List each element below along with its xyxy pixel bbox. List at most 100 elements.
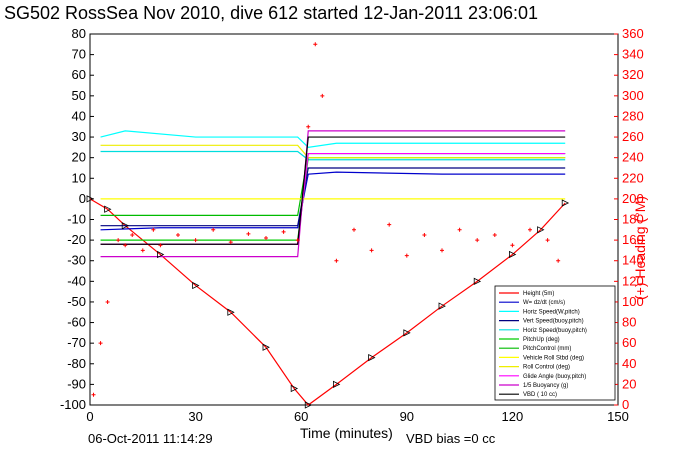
height-marker <box>104 205 112 213</box>
series-line-4 <box>100 150 566 161</box>
heading-point <box>334 258 339 263</box>
x-tick-label: 0 <box>86 409 93 424</box>
y-right-tick-label: 100 <box>622 294 644 309</box>
chart-title: SG502 RossSea Nov 2010, dive 612 started… <box>4 3 539 23</box>
legend-entry: Horiz Speed(W,pitch) <box>523 309 580 315</box>
x-tick-label: 120 <box>502 409 524 424</box>
height-marker <box>121 222 130 230</box>
heading-point <box>422 232 427 237</box>
legend: Height (5m) W= dz/dt (cm/s) Horiz Speed(W,… <box>494 285 616 401</box>
y-tick-label: 30 <box>72 129 86 144</box>
height-marker <box>290 384 299 393</box>
footer-date: 06-Oct-2011 11:14:29 <box>88 431 213 446</box>
heading-point <box>352 227 356 232</box>
height-marker <box>333 380 341 389</box>
y-right-tick-label: 120 <box>622 273 644 288</box>
height-marker <box>262 343 270 351</box>
heading-point <box>556 258 561 263</box>
y-right-tick-label: 180 <box>622 212 644 227</box>
heading-point <box>140 248 145 253</box>
legend-entry: W= dz/dt (cm/s) <box>523 300 565 306</box>
legend-entry: PitchUp (deg) <box>523 337 560 343</box>
y-tick-label: -70 <box>67 335 86 350</box>
legend-entry: PitchControl (mm) <box>523 346 571 352</box>
y-tick-label: 80 <box>72 26 86 41</box>
heading-point <box>158 243 163 248</box>
y-tick-label: -80 <box>67 356 86 371</box>
heading-point <box>528 227 532 232</box>
heading-point <box>91 392 96 397</box>
height-marker <box>473 277 482 285</box>
heading-point <box>320 93 325 98</box>
y-right-tick-label: 160 <box>622 232 644 247</box>
y-tick-label: 10 <box>72 170 86 185</box>
y-right-tick-label: 360 <box>622 26 644 41</box>
height-marker <box>561 199 570 207</box>
legend-entry: Height (5m) <box>523 291 554 297</box>
height-marker <box>86 195 94 203</box>
heading-point <box>404 253 409 258</box>
x-tick-label: 90 <box>400 409 414 424</box>
height-marker <box>157 250 165 259</box>
y-tick-label: -20 <box>67 232 86 247</box>
y-right-tick-label: 80 <box>622 315 636 330</box>
y-tick-label: -30 <box>67 253 86 268</box>
y-tick-label: -90 <box>67 376 86 391</box>
legend-entry: Vert Speed(buoy,pitch) <box>523 319 584 325</box>
y-right-tick-label: 340 <box>622 47 644 62</box>
y-axis-right-label: (+) Heading (°M) <box>632 195 648 300</box>
heading-point <box>369 248 374 253</box>
y-right-tick-label: 60 <box>622 335 636 350</box>
x-axis-label: Time (minutes) <box>300 425 393 441</box>
heading-point <box>176 232 180 237</box>
heading-point <box>492 232 497 237</box>
x-tick-label: 60 <box>294 409 308 424</box>
series-group <box>86 42 570 409</box>
legend-entry: Glide Angle (buoy,pitch) <box>523 374 586 380</box>
y-right-tick-label: 300 <box>622 88 644 103</box>
heading-point <box>123 243 128 248</box>
height-marker <box>227 308 235 316</box>
x-tick-label: 30 <box>188 409 202 424</box>
heading-point <box>313 42 318 47</box>
heading-point <box>264 236 268 241</box>
height-marker <box>192 281 200 290</box>
y-right-tick-label: 220 <box>622 170 644 185</box>
heading-point <box>510 243 515 248</box>
legend-entry: Horiz Speed(buoy,pitch) <box>523 328 587 334</box>
legend-entry: 1/5 Buoyancy (g) <box>523 383 568 389</box>
heading-point <box>246 231 251 236</box>
heading-point <box>98 341 103 346</box>
height-marker <box>438 302 446 310</box>
y-tick-label: -60 <box>67 315 86 330</box>
y-tick-label: -10 <box>67 212 86 227</box>
heading-point <box>281 229 286 234</box>
height-marker <box>509 250 517 259</box>
y-tick-label: 60 <box>72 67 86 82</box>
y-tick-label: 50 <box>72 88 86 103</box>
height-marker <box>537 226 545 234</box>
heading-point <box>193 238 198 243</box>
y-right-tick-label: 320 <box>622 67 644 82</box>
y-tick-label: -50 <box>67 294 86 309</box>
heading-point <box>457 227 462 232</box>
y-tick-label: -40 <box>67 273 86 288</box>
heading-point <box>151 227 156 232</box>
heading-point <box>545 238 550 243</box>
y-right-tick-label: 240 <box>622 150 644 165</box>
y-right-tick-label: 260 <box>622 129 644 144</box>
height-marker <box>368 353 376 362</box>
heading-point <box>387 222 392 227</box>
heading-point <box>211 227 216 232</box>
legend-entry: VBD ( 10 cc) <box>523 392 557 398</box>
y-right-tick-label: 20 <box>622 376 636 391</box>
y-tick-label: 40 <box>72 108 86 123</box>
height-marker <box>403 329 411 337</box>
series-line-8 <box>100 144 566 159</box>
heading-point <box>228 240 233 245</box>
heading-point <box>440 248 444 253</box>
heading-point <box>116 238 121 243</box>
y-right-tick-label: 0 <box>622 397 629 412</box>
